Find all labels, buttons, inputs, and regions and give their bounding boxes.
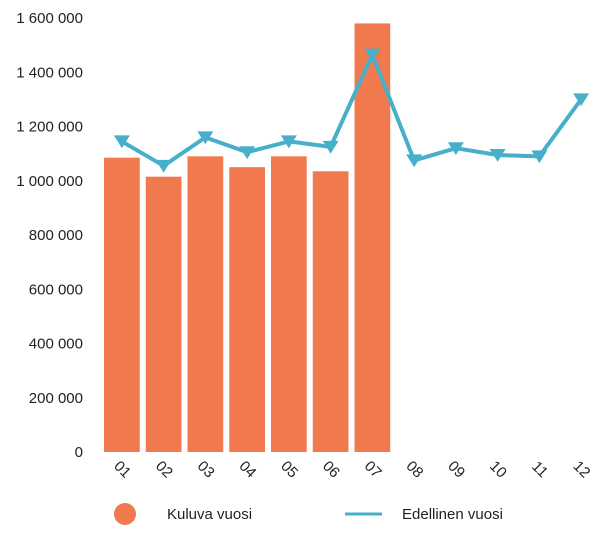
bar	[312, 171, 349, 452]
x-tick-label: 11	[528, 458, 551, 481]
line-point	[113, 135, 130, 149]
line-point	[280, 135, 297, 149]
bar-series-kuluva-vuosi	[104, 23, 391, 453]
x-tick-label: 03	[194, 458, 218, 482]
legend-marker-kuluva-vuosi	[114, 503, 136, 525]
y-tick-label: 0	[75, 444, 83, 461]
x-axis: 01 02 03 04 05 06 07 08 09 10 11 12	[110, 458, 593, 482]
legend-label-kuluva-vuosi: Kuluva vuosi	[167, 506, 252, 523]
legend-label-edellinen-vuosi: Edellinen vuosi	[402, 506, 503, 523]
x-tick-label: 10	[486, 458, 510, 482]
legend: Kuluva vuosi Edellinen vuosi	[114, 503, 503, 525]
bar	[104, 157, 140, 452]
line-point	[489, 148, 506, 162]
line-point	[573, 93, 590, 107]
line-point	[406, 154, 423, 168]
y-tick-label: 1 400 000	[16, 64, 83, 81]
y-tick-label: 200 000	[29, 390, 83, 407]
y-tick-label: 600 000	[29, 281, 83, 298]
x-tick-label: 06	[319, 458, 343, 482]
y-tick-label: 800 000	[29, 227, 83, 244]
line-point	[197, 131, 214, 145]
line-point	[531, 150, 548, 164]
line-point	[364, 48, 381, 62]
line-point	[239, 146, 256, 160]
line-series-edellinen-vuosi	[113, 48, 590, 173]
x-tick-label: 04	[236, 458, 260, 482]
bar	[271, 156, 307, 452]
x-tick-label: 02	[152, 458, 176, 482]
line-point	[447, 142, 464, 155]
x-tick-label: 07	[361, 458, 385, 482]
line-point	[155, 159, 172, 173]
y-tick-label: 1 200 000	[16, 119, 83, 136]
y-axis: 0 200 000 400 000 600 000 800 000 1 000 000 1 …	[16, 10, 83, 461]
x-tick-label: 09	[444, 458, 468, 482]
bar	[229, 167, 265, 452]
y-tick-label: 400 000	[29, 336, 83, 353]
bar	[145, 176, 182, 452]
series-line	[120, 52, 583, 168]
y-tick-label: 1 600 000	[16, 10, 83, 27]
x-tick-label: 08	[403, 458, 427, 482]
bar	[354, 23, 391, 453]
x-tick-label: 12	[570, 458, 594, 482]
bar	[187, 156, 224, 452]
y-tick-label: 1 000 000	[16, 173, 83, 190]
x-tick-label: 01	[110, 458, 134, 482]
x-tick-label: 05	[277, 458, 301, 482]
line-point	[322, 140, 339, 154]
